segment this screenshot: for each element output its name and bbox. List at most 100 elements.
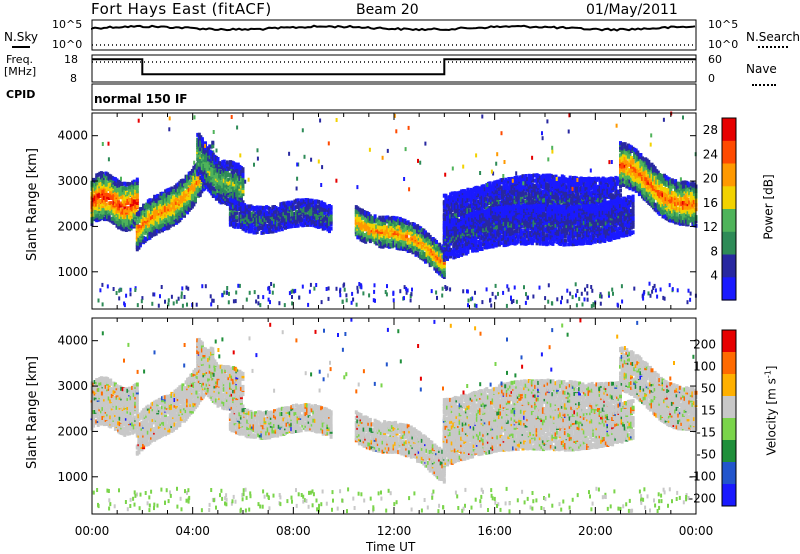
power-echo-pixel (162, 222, 166, 226)
power-echo-pixel (98, 192, 102, 197)
power-echo-pixel (211, 169, 215, 174)
power-echo-pixel (109, 194, 113, 199)
power-echo-pixel (252, 213, 256, 218)
power-echo-pixel (214, 179, 218, 183)
power-echo-pixel (250, 213, 254, 218)
power-echo-pixel (302, 199, 306, 204)
power-echo-pixel (142, 230, 146, 235)
power-echo-pixel (265, 223, 269, 228)
power-echo-pixel (356, 213, 360, 218)
nave-tick-bottom: 0 (708, 72, 715, 85)
power-echo-pixel (280, 218, 284, 223)
power-echo-pixel (118, 213, 122, 218)
power-echo-pixel (198, 191, 202, 196)
power-echo-pixel (196, 148, 200, 152)
power-echo-pixel (244, 228, 248, 233)
power-echo-pixel (175, 192, 179, 196)
power-echo-pixel (142, 227, 146, 231)
power-echo-pixel (145, 202, 149, 207)
power-echo-pixel (304, 202, 308, 207)
power-echo-pixel (328, 226, 331, 231)
power-echo-pixel (173, 207, 177, 212)
power-echo-pixel (268, 221, 272, 226)
power-echo-pixel (361, 215, 364, 220)
power-echo-pixel (205, 181, 209, 186)
power-echo-pixel (268, 215, 272, 220)
power-echo-pixel (96, 172, 100, 177)
power-echo-pixel (357, 212, 361, 217)
power-echo-pixel (323, 206, 327, 211)
power-echo-pixel (361, 225, 364, 230)
power-echo-pixel (236, 185, 240, 190)
power-echo-pixel (233, 196, 237, 201)
power-echo-pixel (254, 222, 258, 226)
power-echo-pixel (214, 166, 218, 171)
power-echo-pixel (357, 225, 361, 230)
power-echo-pixel (315, 224, 319, 229)
power-echo-pixel (134, 184, 138, 189)
power-echo-pixel (368, 239, 372, 244)
power-echo-pixel (168, 197, 172, 202)
power-echo-pixel (211, 186, 215, 191)
power-echo-pixel (233, 200, 237, 205)
power-echo-pixel (129, 216, 133, 221)
power-echo-pixel (146, 232, 150, 237)
power-echo-pixel (254, 215, 258, 220)
power-echo-pixel (131, 218, 135, 223)
power-echo-pixel (271, 212, 275, 217)
power-echo-pixel (241, 173, 245, 178)
power-echo-pixel (207, 147, 211, 152)
power-echo-pixel (142, 218, 146, 223)
power-echo-pixel (157, 223, 161, 228)
power-echo-pixel (224, 183, 228, 188)
power-echo-pixel (239, 214, 243, 219)
power-echo-pixel (224, 167, 228, 171)
power-echo-pixel (291, 216, 295, 220)
power-echo-pixel (293, 221, 297, 226)
power-echo-pixel (164, 201, 168, 206)
power-echo-pixel (106, 214, 110, 218)
power-echo-pixel (299, 208, 303, 213)
power-echo-pixel (202, 180, 206, 185)
freq-label: Freq. (6, 53, 34, 66)
power-echo-pixel (173, 215, 177, 220)
power-echo-pixel (135, 235, 139, 240)
power-echo-pixel (310, 211, 314, 216)
power-echo-pixel (151, 202, 155, 207)
power-echo-pixel (329, 226, 333, 231)
power-echo-pixel (271, 220, 275, 225)
power-echo-pixel (101, 210, 105, 215)
power-echo-pixel (364, 225, 368, 230)
power-echo-pixel (241, 225, 245, 230)
power-echo-pixel (274, 206, 278, 210)
power-echo-pixel (224, 175, 228, 180)
power-echo-pixel (109, 205, 113, 210)
power-echo-pixel (246, 225, 250, 230)
power-echo-pixel (112, 194, 116, 199)
power-echo-pixel (176, 193, 180, 198)
power-echo-pixel (170, 207, 174, 212)
power-echo-pixel (167, 194, 171, 199)
power-echo-pixel (199, 147, 203, 152)
power-echo-pixel (224, 164, 228, 169)
power-echo-pixel (131, 205, 135, 209)
power-echo-pixel (232, 161, 236, 166)
power-echo-pixel (183, 211, 186, 216)
power-echo-pixel (135, 247, 139, 252)
power-echo-pixel (104, 211, 108, 216)
power-echo-pixel (328, 222, 331, 226)
power-echo-pixel (291, 205, 295, 210)
power-echo-pixel (164, 194, 168, 199)
power-echo-pixel (204, 150, 207, 155)
power-echo-pixel (128, 185, 131, 190)
power-echo-pixel (154, 231, 158, 236)
power-echo-pixel (207, 173, 211, 178)
power-echo-pixel (202, 157, 206, 162)
power-echo-pixel (126, 215, 130, 219)
power-echo-pixel (148, 223, 152, 228)
power-echo-pixel (309, 205, 313, 210)
power-echo-pixel (194, 181, 197, 186)
power-echo-pixel (239, 196, 243, 201)
power-echo-pixel (96, 181, 100, 186)
power-echo-pixel (148, 231, 152, 236)
